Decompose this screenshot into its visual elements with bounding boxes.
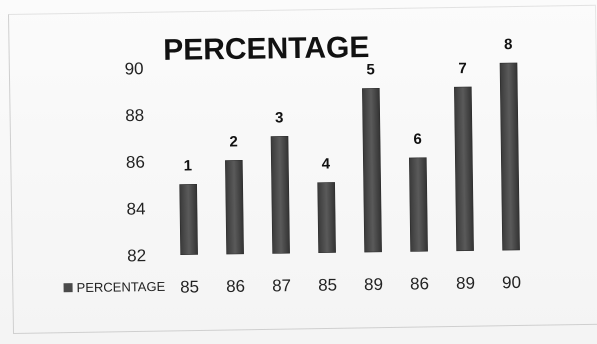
bar [409,157,428,252]
y-tick-label: 84 [126,199,145,218]
bar-category-label: 5 [366,61,375,78]
bar-category-label: 6 [413,131,422,148]
table-value: 89 [456,274,475,293]
bars [179,62,520,255]
table-value: 85 [180,277,199,296]
bar-category-label: 1 [184,157,193,174]
bar [270,135,290,254]
bar [454,86,474,252]
legend-label: PERCENTAGE [76,279,165,295]
bar-category-label: 3 [275,109,284,126]
bar [317,182,336,254]
bar-category-label: 2 [229,133,238,150]
legend: PERCENTAGE [63,279,166,295]
legend-swatch [63,283,73,293]
bar [225,159,244,255]
data-labels: 1 2 3 4 5 6 7 8 [184,36,513,174]
bar-category-label: 8 [504,36,513,53]
table-value: 85 [318,275,337,294]
bar-category-label: 7 [458,60,467,77]
y-tick-label: 88 [125,106,144,125]
bar [179,184,198,255]
bar [499,62,520,251]
table-value: 87 [272,276,291,295]
table-value: 90 [502,273,521,292]
table-value: 86 [410,274,429,293]
y-tick-label: 90 [124,59,143,78]
table-value: 89 [364,275,383,294]
bar [362,87,382,253]
y-tick-label: 82 [127,246,146,265]
data-table-values: 85 86 87 85 89 86 89 90 [180,273,521,297]
table-value: 86 [226,277,245,296]
chart-title: PERCENTAGE [163,31,370,67]
y-tick-label: 86 [126,153,145,172]
chart-body: PERCENTAGE 82 84 86 88 90 1 2 3 4 5 6 7 8 PERCENTAG… [63,31,521,297]
bar-category-label: 4 [322,155,331,172]
y-axis: 82 84 86 88 90 [124,59,146,265]
